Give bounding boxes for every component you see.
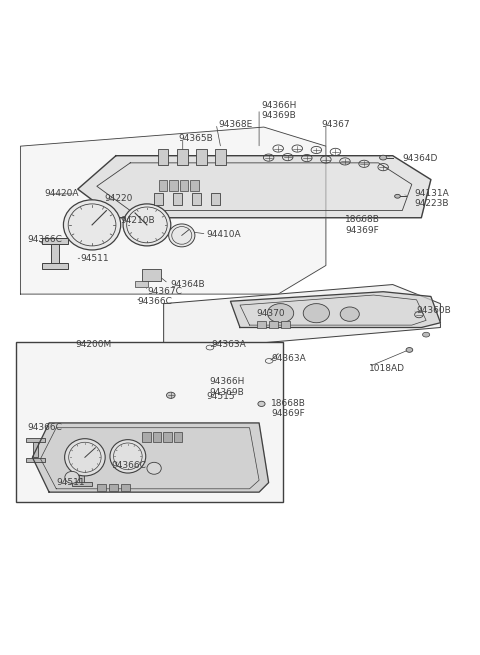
Bar bbox=[26, 438, 45, 442]
Ellipse shape bbox=[65, 439, 105, 476]
Ellipse shape bbox=[303, 304, 329, 323]
Bar bbox=[42, 263, 68, 269]
Bar bbox=[142, 269, 161, 281]
Ellipse shape bbox=[167, 392, 175, 398]
Bar bbox=[169, 179, 178, 191]
Ellipse shape bbox=[395, 195, 400, 198]
Bar bbox=[159, 179, 168, 191]
Bar bbox=[142, 432, 151, 442]
Bar bbox=[177, 149, 188, 165]
Bar bbox=[281, 322, 290, 328]
Polygon shape bbox=[230, 291, 441, 328]
Text: 94420A: 94420A bbox=[44, 189, 79, 198]
Text: 94360B: 94360B bbox=[417, 307, 451, 315]
Ellipse shape bbox=[258, 402, 265, 407]
Text: 94367C: 94367C bbox=[147, 287, 182, 296]
Polygon shape bbox=[164, 284, 441, 351]
Text: 94367: 94367 bbox=[321, 120, 350, 129]
Text: 94363A: 94363A bbox=[211, 340, 246, 348]
Text: 94511: 94511 bbox=[56, 478, 85, 487]
Bar bbox=[153, 432, 161, 442]
Bar bbox=[72, 467, 92, 471]
Ellipse shape bbox=[147, 462, 161, 474]
Bar bbox=[180, 179, 189, 191]
Bar bbox=[34, 442, 38, 457]
Bar bbox=[174, 432, 182, 442]
Bar bbox=[158, 149, 168, 165]
Ellipse shape bbox=[267, 304, 294, 323]
Text: 1018AD: 1018AD bbox=[369, 364, 405, 373]
Bar bbox=[211, 193, 220, 205]
Bar bbox=[192, 193, 201, 205]
Polygon shape bbox=[21, 127, 326, 294]
Text: 18668B
94369F: 18668B 94369F bbox=[271, 399, 306, 419]
Text: 94368E: 94368E bbox=[218, 120, 253, 129]
Text: 94366H
94369B: 94366H 94369B bbox=[262, 101, 297, 120]
Ellipse shape bbox=[168, 224, 195, 247]
Bar bbox=[51, 244, 59, 263]
Bar bbox=[16, 342, 283, 502]
Text: 18668B
94369F: 18668B 94369F bbox=[345, 215, 380, 234]
Ellipse shape bbox=[422, 332, 430, 337]
Bar bbox=[135, 281, 148, 287]
Bar bbox=[191, 179, 199, 191]
Text: 94364D: 94364D bbox=[402, 153, 438, 162]
Bar bbox=[97, 483, 107, 491]
Polygon shape bbox=[33, 423, 269, 492]
Bar bbox=[173, 193, 182, 205]
Polygon shape bbox=[78, 156, 431, 217]
Text: 94220: 94220 bbox=[104, 194, 132, 203]
Bar bbox=[109, 483, 118, 491]
Text: 94200M: 94200M bbox=[75, 340, 112, 348]
Text: 94410A: 94410A bbox=[206, 230, 241, 239]
Text: 94364B: 94364B bbox=[171, 280, 205, 289]
Bar bbox=[215, 149, 226, 165]
Bar bbox=[72, 482, 92, 486]
Ellipse shape bbox=[406, 348, 413, 352]
Text: 94366H
94369B: 94366H 94369B bbox=[209, 377, 244, 397]
Text: 94366C: 94366C bbox=[28, 423, 62, 432]
Ellipse shape bbox=[340, 307, 360, 322]
Bar bbox=[26, 458, 45, 462]
Bar bbox=[196, 149, 206, 165]
Text: 94370: 94370 bbox=[257, 309, 285, 318]
Text: 94363A: 94363A bbox=[271, 354, 306, 363]
Text: 94515: 94515 bbox=[206, 392, 235, 402]
Ellipse shape bbox=[380, 155, 387, 160]
Text: 94365B: 94365B bbox=[178, 134, 213, 143]
Bar bbox=[120, 483, 130, 491]
Bar bbox=[79, 471, 84, 483]
Text: 94131A
94223B: 94131A 94223B bbox=[414, 189, 449, 208]
Text: 94366C: 94366C bbox=[137, 297, 172, 306]
Ellipse shape bbox=[63, 200, 120, 250]
Bar bbox=[257, 322, 266, 328]
Text: 94511: 94511 bbox=[80, 253, 109, 263]
Bar bbox=[154, 193, 163, 205]
Text: 94210B: 94210B bbox=[120, 215, 156, 225]
Ellipse shape bbox=[123, 204, 171, 246]
Text: 94366C: 94366C bbox=[28, 234, 62, 244]
Bar bbox=[269, 322, 278, 328]
Text: 94366C: 94366C bbox=[111, 461, 146, 470]
Bar bbox=[163, 432, 172, 442]
Ellipse shape bbox=[110, 440, 146, 473]
Bar bbox=[42, 238, 68, 244]
Ellipse shape bbox=[65, 472, 79, 483]
